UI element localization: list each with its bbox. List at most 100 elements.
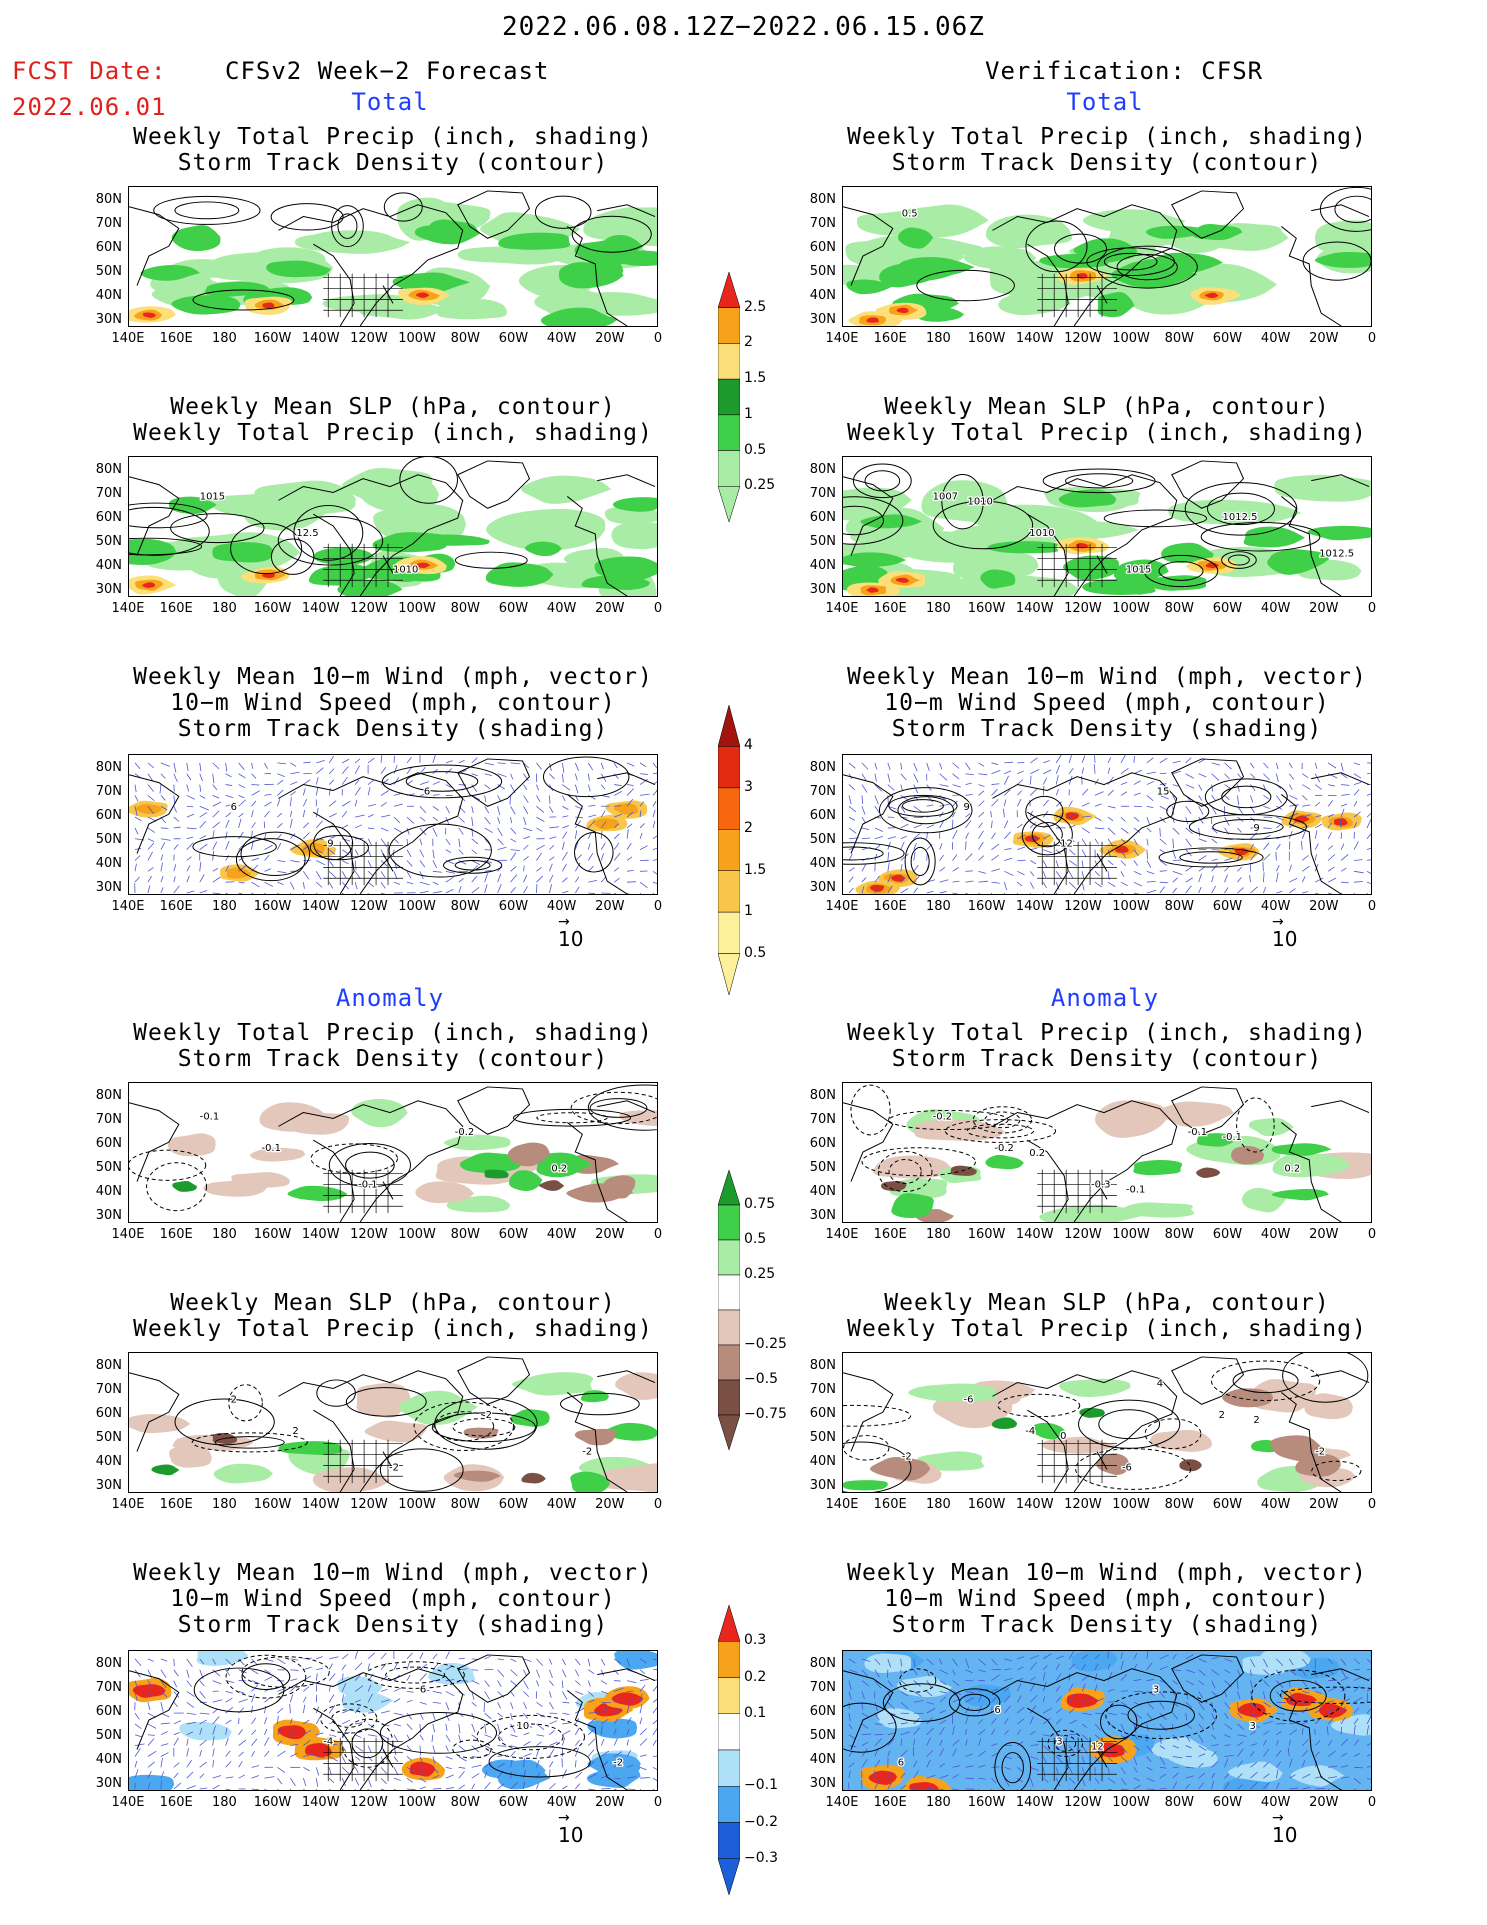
precip-anomaly-shade xyxy=(151,1464,180,1476)
panel-title-line: Storm Track Density (shading) xyxy=(891,1612,1323,1638)
wind-vector xyxy=(147,1723,157,1729)
contour-value-label: -0.2 xyxy=(933,1112,952,1123)
wind-vector xyxy=(186,1748,189,1757)
shading-layer xyxy=(129,800,648,882)
precip-shade xyxy=(204,281,270,297)
wind-vector xyxy=(432,1745,436,1754)
wind-vector xyxy=(1327,1687,1337,1692)
wind-vector xyxy=(874,827,883,832)
contour-line xyxy=(1021,813,1073,856)
asia-coast xyxy=(843,774,894,854)
latitude-tick-label: 50N xyxy=(809,1160,836,1175)
wind-vector xyxy=(1082,1712,1092,1716)
longitude-tick-label: 20W xyxy=(1309,601,1339,616)
contour-value-label: 10 xyxy=(517,1721,530,1732)
wind-vector xyxy=(315,786,319,796)
wind-vector xyxy=(354,1699,361,1703)
wind-vector xyxy=(1107,1688,1115,1692)
wind-vector xyxy=(341,1694,344,1703)
wind-vector xyxy=(900,1738,903,1746)
us-state-borders xyxy=(323,1737,403,1782)
wind-vector xyxy=(354,765,360,774)
wind-vector xyxy=(1172,1781,1178,1790)
contour-value-label: 12.5 xyxy=(296,528,318,539)
wind-vector xyxy=(1004,1705,1011,1714)
wind-vector xyxy=(1068,849,1076,856)
wind-vector xyxy=(1172,1745,1179,1749)
precip-shade xyxy=(1314,251,1371,268)
contour-value-label: 0.2 xyxy=(551,1164,567,1175)
wind-vector xyxy=(329,813,337,818)
wind-vector xyxy=(1068,1683,1074,1692)
wind-vector xyxy=(186,865,191,872)
longitude-tick-label: 140E xyxy=(825,601,859,616)
wind-vector xyxy=(639,823,645,829)
wind-vector xyxy=(523,1732,530,1736)
wind-vector xyxy=(587,1749,595,1757)
wind-vector xyxy=(1224,857,1233,861)
wind-vector xyxy=(225,1761,232,1768)
wind-vector xyxy=(1366,892,1368,894)
wind-vector xyxy=(1081,827,1090,834)
precip-anomaly-shade xyxy=(597,1463,657,1492)
contour-line xyxy=(310,1143,399,1174)
latitude-tick-label: 80N xyxy=(95,1656,122,1671)
precip-anomaly-shade xyxy=(1133,1159,1183,1176)
wind-vector xyxy=(1017,1729,1021,1736)
wind-vector xyxy=(600,1658,606,1666)
storm-anomaly-shade xyxy=(132,1684,166,1698)
wind-vector xyxy=(212,1725,216,1735)
wind-vector xyxy=(264,1717,268,1725)
wind-vector xyxy=(913,1770,919,1779)
wind-vector xyxy=(303,1666,312,1671)
wind-vector xyxy=(978,1688,989,1692)
panel-title-line: 10−m Wind Speed (mph, contour) xyxy=(884,1586,1330,1612)
wind-vector xyxy=(406,1723,413,1730)
wind-vector xyxy=(303,1686,310,1692)
wind-vector xyxy=(952,867,959,872)
contour-line xyxy=(1001,1752,1024,1784)
wind-vector xyxy=(1081,892,1083,894)
contour-value-label: 1012.5 xyxy=(1319,549,1354,560)
colorbar-tick-label: 0.5 xyxy=(744,441,767,458)
wind-vector xyxy=(302,1778,307,1787)
wind-vector xyxy=(251,822,256,829)
wind-vector xyxy=(926,1658,934,1666)
wind-vector xyxy=(978,1705,982,1714)
wind-vector xyxy=(277,842,282,850)
us-state-borders xyxy=(1037,1439,1117,1484)
wind-vector xyxy=(848,1680,852,1691)
contour-line xyxy=(904,837,936,886)
wind-vector xyxy=(1081,1697,1089,1703)
contour-line xyxy=(431,1412,536,1443)
wind-vector xyxy=(991,1743,998,1747)
wind-vector xyxy=(562,1669,567,1678)
storm-density-shade xyxy=(226,867,252,879)
wind-vector xyxy=(1042,871,1047,878)
storm-anomaly-shade xyxy=(963,1684,1011,1707)
wind-vector xyxy=(1003,799,1007,807)
longitude-tick-label: 160E xyxy=(873,899,907,914)
wind-vector xyxy=(1107,1756,1113,1762)
contour-layer xyxy=(916,187,1371,302)
wind-vector xyxy=(1198,873,1202,883)
wind-vector xyxy=(1081,802,1090,807)
wind-vector xyxy=(173,1732,180,1736)
wind-vector xyxy=(639,762,647,768)
contour-value-label: 1010 xyxy=(393,564,418,575)
latitude-tick-label: 40N xyxy=(809,1184,836,1199)
precip-anomaly-shade xyxy=(356,1382,411,1418)
fcst-date-label: FCST Date: xyxy=(12,57,167,85)
contour-value-label: 6 xyxy=(420,1684,426,1695)
wind-vector xyxy=(1185,1713,1188,1721)
wind-vector xyxy=(367,1778,372,1788)
wind-vector xyxy=(251,762,254,769)
wind-vector xyxy=(848,1669,858,1673)
colorbar-tick-label: −0.75 xyxy=(744,1406,787,1422)
wind-vector xyxy=(549,884,552,894)
wind-vector xyxy=(1275,762,1279,770)
wind-vector xyxy=(1327,773,1338,779)
wind-vector xyxy=(212,773,215,784)
precip-shade xyxy=(987,541,1059,554)
